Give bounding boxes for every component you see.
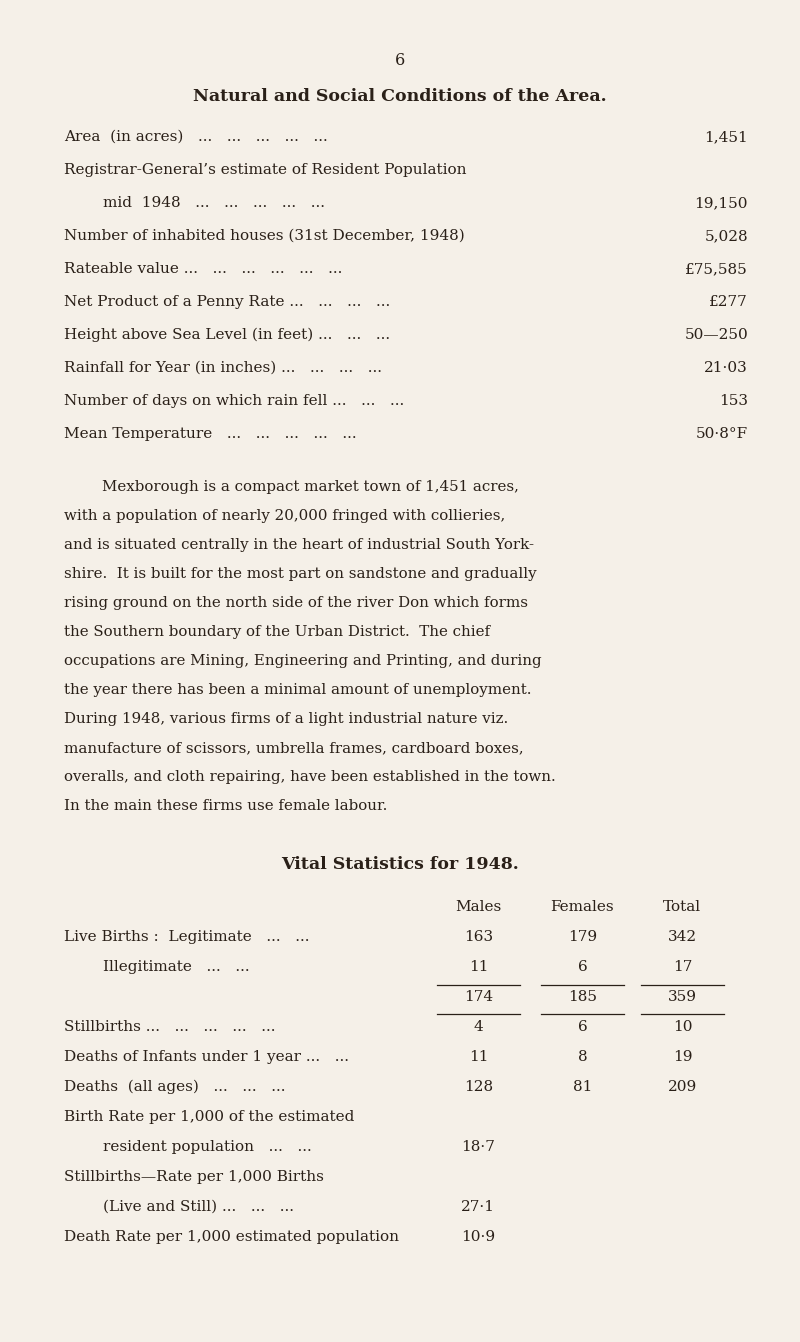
Text: Net Product of a Penny Rate ...   ...   ...   ...: Net Product of a Penny Rate ... ... ... … <box>64 295 390 309</box>
Text: Live Births :  Legitimate   ...   ...: Live Births : Legitimate ... ... <box>64 930 310 943</box>
Text: Natural and Social Conditions of the Area.: Natural and Social Conditions of the Are… <box>193 89 607 105</box>
Text: 10·9: 10·9 <box>462 1231 495 1244</box>
Text: Deaths  (all ages)   ...   ...   ...: Deaths (all ages) ... ... ... <box>64 1080 286 1094</box>
Text: 81: 81 <box>573 1080 592 1094</box>
Text: resident population   ...   ...: resident population ... ... <box>64 1139 312 1154</box>
Text: Registrar-General’s estimate of Resident Population: Registrar-General’s estimate of Resident… <box>64 162 466 177</box>
Text: 5,028: 5,028 <box>704 229 748 243</box>
Text: Mexborough is a compact market town of 1,451 acres,: Mexborough is a compact market town of 1… <box>64 480 519 494</box>
Text: 10: 10 <box>673 1020 692 1033</box>
Text: Illegitimate   ...   ...: Illegitimate ... ... <box>64 960 250 974</box>
Text: 163: 163 <box>464 930 493 943</box>
Text: 27·1: 27·1 <box>462 1200 495 1215</box>
Text: Height above Sea Level (in feet) ...   ...   ...: Height above Sea Level (in feet) ... ...… <box>64 327 390 342</box>
Text: Birth Rate per 1,000 of the estimated: Birth Rate per 1,000 of the estimated <box>64 1110 354 1125</box>
Text: 342: 342 <box>668 930 697 943</box>
Text: 6: 6 <box>395 52 405 68</box>
Text: 6: 6 <box>578 1020 587 1033</box>
Text: Mean Temperature   ...   ...   ...   ...   ...: Mean Temperature ... ... ... ... ... <box>64 427 357 442</box>
Text: 17: 17 <box>673 960 692 974</box>
Text: Area  (in acres)   ...   ...   ...   ...   ...: Area (in acres) ... ... ... ... ... <box>64 130 328 144</box>
Text: £277: £277 <box>710 295 748 309</box>
Text: 1,451: 1,451 <box>704 130 748 144</box>
Text: Females: Females <box>550 900 614 914</box>
Text: and is situated centrally in the heart of industrial South York-: and is situated centrally in the heart o… <box>64 538 534 552</box>
Text: the Southern boundary of the Urban District.  The chief: the Southern boundary of the Urban Distr… <box>64 625 490 639</box>
Text: Vital Statistics for 1948.: Vital Statistics for 1948. <box>281 856 519 874</box>
Text: 153: 153 <box>719 395 748 408</box>
Text: 209: 209 <box>668 1080 697 1094</box>
Text: 11: 11 <box>469 1049 488 1064</box>
Text: 50—250: 50—250 <box>684 327 748 342</box>
Text: shire.  It is built for the most part on sandstone and gradually: shire. It is built for the most part on … <box>64 568 537 581</box>
Text: Number of inhabited houses (31st December, 1948): Number of inhabited houses (31st Decembe… <box>64 229 465 243</box>
Text: manufacture of scissors, umbrella frames, cardboard boxes,: manufacture of scissors, umbrella frames… <box>64 741 524 756</box>
Text: Number of days on which rain fell ...   ...   ...: Number of days on which rain fell ... ..… <box>64 395 404 408</box>
Text: 8: 8 <box>578 1049 587 1064</box>
Text: Deaths of Infants under 1 year ...   ...: Deaths of Infants under 1 year ... ... <box>64 1049 349 1064</box>
Text: rising ground on the north side of the river Don which forms: rising ground on the north side of the r… <box>64 596 528 611</box>
Text: £75,585: £75,585 <box>686 262 748 276</box>
Text: 21·03: 21·03 <box>704 361 748 374</box>
Text: Stillbirths ...   ...   ...   ...   ...: Stillbirths ... ... ... ... ... <box>64 1020 275 1033</box>
Text: 359: 359 <box>668 990 697 1004</box>
Text: 19,150: 19,150 <box>694 196 748 209</box>
Text: 6: 6 <box>578 960 587 974</box>
Text: 11: 11 <box>469 960 488 974</box>
Text: 18·7: 18·7 <box>462 1139 495 1154</box>
Text: the year there has been a minimal amount of unemployment.: the year there has been a minimal amount… <box>64 683 531 696</box>
Text: During 1948, various firms of a light industrial nature viz.: During 1948, various firms of a light in… <box>64 713 508 726</box>
Text: 174: 174 <box>464 990 493 1004</box>
Text: Total: Total <box>663 900 702 914</box>
Text: 185: 185 <box>568 990 597 1004</box>
Text: Death Rate per 1,000 estimated population: Death Rate per 1,000 estimated populatio… <box>64 1231 399 1244</box>
Text: 179: 179 <box>568 930 597 943</box>
Text: 19: 19 <box>673 1049 692 1064</box>
Text: with a population of nearly 20,000 fringed with collieries,: with a population of nearly 20,000 fring… <box>64 509 506 523</box>
Text: overalls, and cloth repairing, have been established in the town.: overalls, and cloth repairing, have been… <box>64 770 556 784</box>
Text: Males: Males <box>455 900 502 914</box>
Text: 4: 4 <box>474 1020 483 1033</box>
Text: (Live and Still) ...   ...   ...: (Live and Still) ... ... ... <box>64 1200 294 1215</box>
Text: Rateable value ...   ...   ...   ...   ...   ...: Rateable value ... ... ... ... ... ... <box>64 262 342 276</box>
Text: 50·8°F: 50·8°F <box>696 427 748 442</box>
Text: In the main these firms use female labour.: In the main these firms use female labou… <box>64 798 387 813</box>
Text: 128: 128 <box>464 1080 493 1094</box>
Text: occupations are Mining, Engineering and Printing, and during: occupations are Mining, Engineering and … <box>64 654 542 668</box>
Text: Rainfall for Year (in inches) ...   ...   ...   ...: Rainfall for Year (in inches) ... ... ..… <box>64 361 382 374</box>
Text: Stillbirths—Rate per 1,000 Births: Stillbirths—Rate per 1,000 Births <box>64 1170 324 1184</box>
Text: mid  1948   ...   ...   ...   ...   ...: mid 1948 ... ... ... ... ... <box>64 196 325 209</box>
